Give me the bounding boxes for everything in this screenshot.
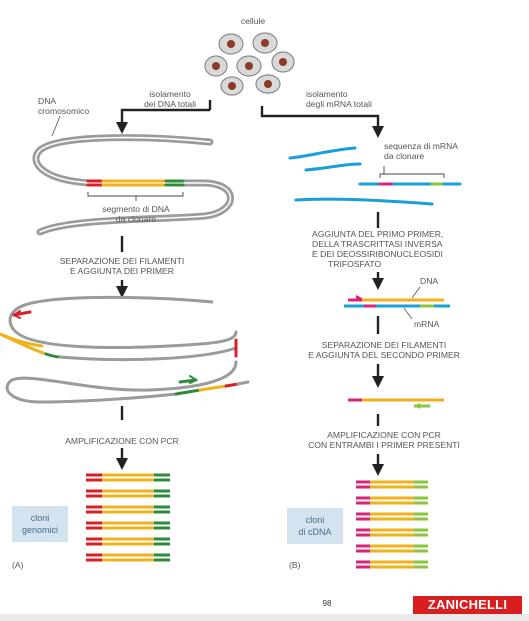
chromosomal-dna-label-1: DNA [38,96,56,106]
cdna-clones-label-2: di cDNA [298,527,331,537]
page-number: 98 [322,599,332,608]
dna-isolation-label-2: dei DNA totali [144,99,196,109]
genomic-clones-label-2: genomici [22,525,58,535]
panel-b-step2-line2: E AGGIUNTA DEL SECONDO PRIMER [308,350,460,360]
panel-b-step3-line2: CON ENTRAMBI I PRIMER PRESENTI [308,440,460,450]
panel-b-step2-line1: SEPARAZIONE DEI FILAMENTI [322,340,446,350]
cdna-clones-label-1: cloni [306,515,325,525]
split-arrows [116,100,384,138]
mrna-sequence-label-1: sequenza di mRNA [384,141,458,151]
cdna-clones [356,480,428,569]
panel-a-step1-line1: SEPARAZIONE DEI FILAMENTI [60,256,184,266]
segment-label-2: da clonare [116,214,156,224]
brand-logo: ZANICHELLI [413,596,522,614]
segment-bracket [87,192,184,197]
cdna-second-primer [348,398,444,409]
panel-a-letter: (A) [12,560,24,570]
mrna-isolation-label-1: isolamento [306,89,348,99]
dna-label: DNA [420,276,438,286]
panel-b-step1-line3: E DEI DEOSSIRIBONUCLEOSIDI [312,249,443,259]
panel-a-step1-line2: E AGGIUNTA DEI PRIMER [70,266,174,276]
segment-label-1: segmento di DNA [102,204,170,214]
cdna-clones-badge [287,508,343,544]
mrna-sequence-label-2: da clonare [384,151,424,161]
genomic-clones [86,473,170,562]
dna-isolation-label-1: isolamento [149,89,191,99]
mrna-bracket [379,173,445,178]
mrna-isolation-label-2: degli mRNA totali [306,99,372,109]
footer-bar [0,614,529,621]
panel-b-letter: (B) [289,560,301,570]
mrna-label: mRNA [414,319,440,329]
panel-a-step2: AMPLIFICAZIONE CON PCR [65,436,179,446]
cell-cluster-icon [204,32,295,96]
dna-mrna-hybrid [344,295,450,308]
panel-b-step1-line1: AGGIUNTA DEL PRIMO PRIMER, [312,229,443,239]
panel-b-step3-line1: AMPLIFICAZIONE CON PCR [327,430,441,440]
panel-b-step1-line4: TRIFOSFATO [328,259,381,269]
separated-strands [0,295,250,404]
chromosomal-dna-label-2: cromosomico [38,106,89,116]
genomic-clones-badge [12,506,68,542]
panel-b-step1-line2: DELLA TRASCRITTASI INVERSA [312,239,443,249]
mrna-strands [288,146,462,206]
cells-label: cellule [241,16,266,26]
genomic-clones-label-1: cloni [31,513,50,523]
chromosomal-dna-strand [32,134,234,236]
